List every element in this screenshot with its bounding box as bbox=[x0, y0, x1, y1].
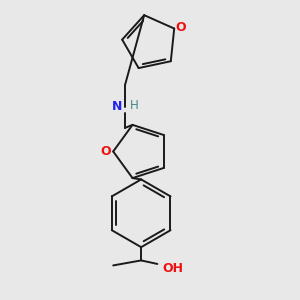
Text: OH: OH bbox=[163, 262, 184, 275]
Text: N: N bbox=[112, 100, 122, 113]
Text: O: O bbox=[176, 21, 186, 34]
Text: O: O bbox=[100, 145, 111, 158]
Text: H: H bbox=[130, 99, 139, 112]
